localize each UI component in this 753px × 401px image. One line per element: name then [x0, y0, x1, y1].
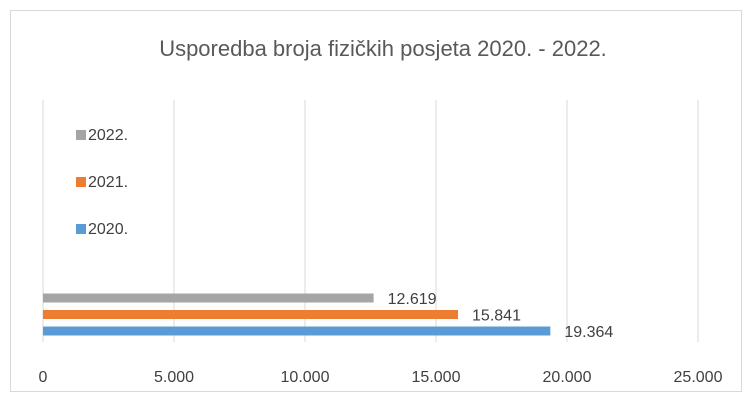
- legend-label: 2021.: [88, 174, 128, 191]
- x-tick-label: 15.000: [412, 369, 461, 386]
- legend-label: 2020.: [88, 221, 128, 238]
- data-label: 19.364: [564, 324, 613, 341]
- data-label: 12.619: [388, 291, 437, 308]
- x-tick-label: 25.000: [674, 369, 723, 386]
- x-tick-label: 0: [39, 369, 48, 386]
- bar: [43, 326, 551, 336]
- bar: [43, 293, 374, 303]
- data-label: 15.841: [472, 308, 521, 325]
- legend-swatch: [76, 177, 86, 187]
- bar: [43, 310, 459, 319]
- x-tick-label: 20.000: [543, 369, 592, 386]
- legend-swatch: [76, 224, 86, 234]
- legend-label: 2022.: [88, 127, 128, 144]
- x-tick-label: 10.000: [281, 369, 330, 386]
- chart-title: Usporedba broja fizičkih posjeta 2020. -…: [159, 36, 607, 61]
- x-tick-label: 5.000: [154, 369, 194, 386]
- legend-swatch: [76, 130, 86, 140]
